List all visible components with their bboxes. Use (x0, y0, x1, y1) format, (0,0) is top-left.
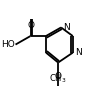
Text: N: N (63, 23, 70, 32)
Text: N: N (75, 48, 82, 57)
Text: O: O (27, 21, 34, 30)
Text: CH$_3$: CH$_3$ (49, 72, 67, 85)
Text: HO: HO (1, 40, 15, 49)
Text: O: O (55, 72, 62, 81)
